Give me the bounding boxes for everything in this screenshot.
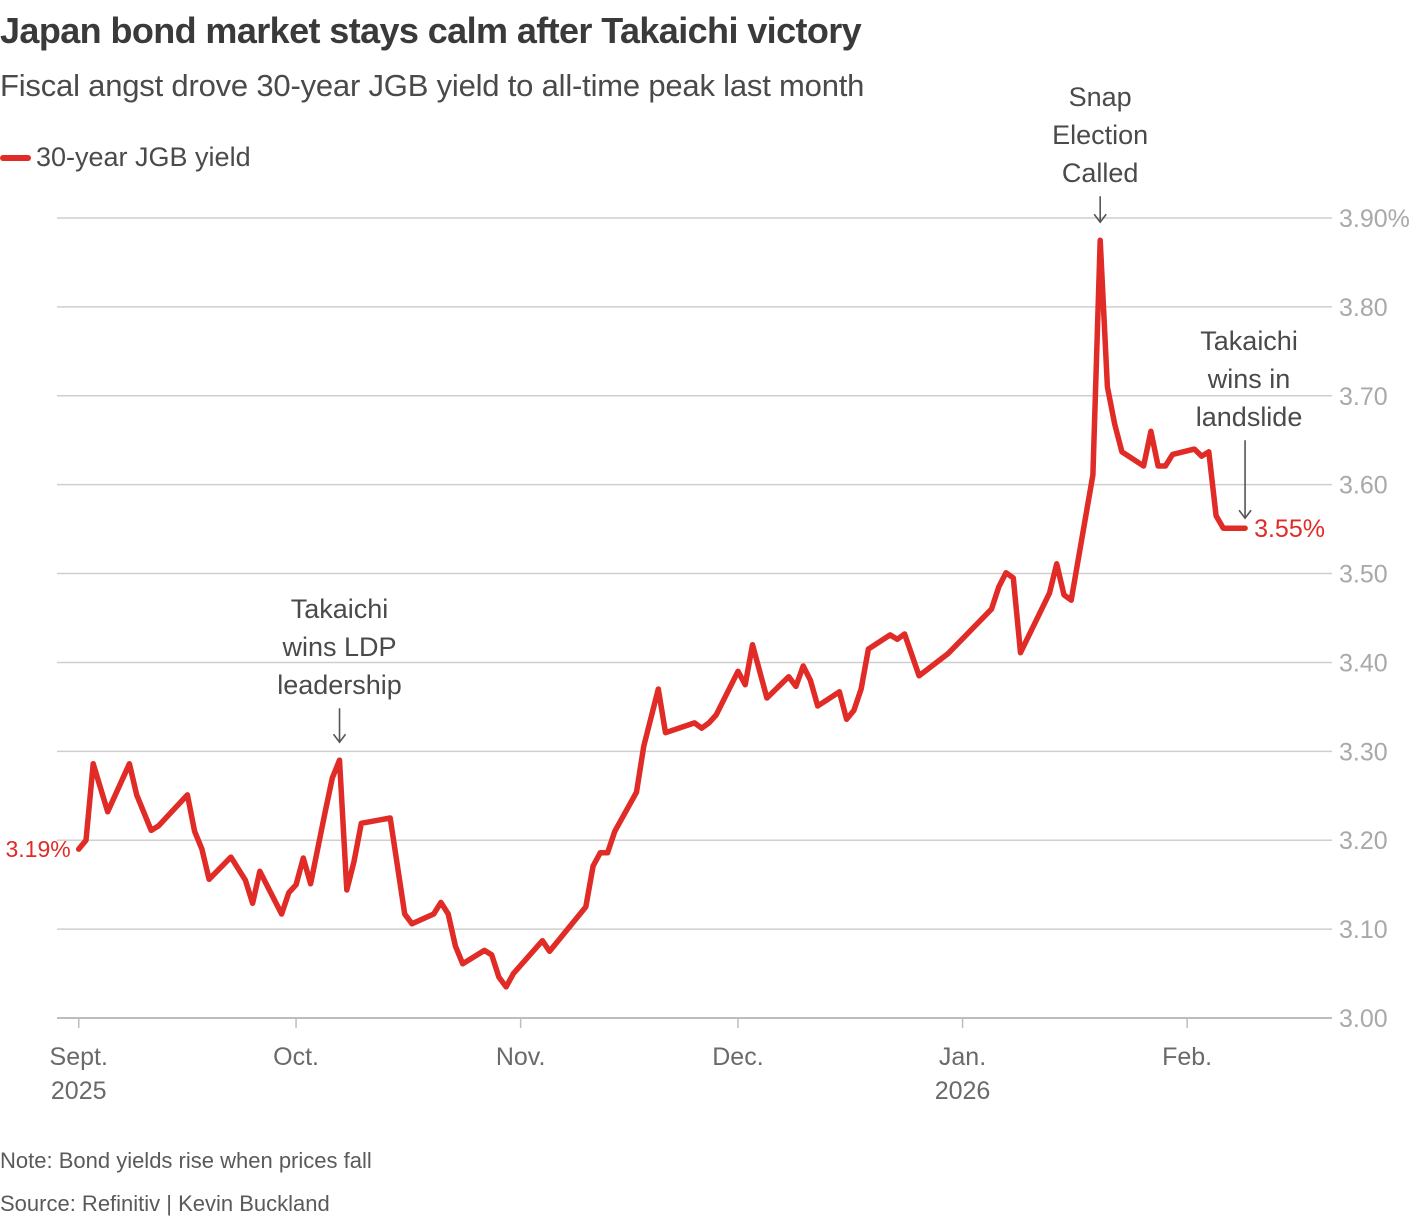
y-tick-label: 3.20 — [1339, 827, 1388, 855]
annotation-line: leadership — [277, 670, 402, 701]
annotation: Snap Election Called — [1052, 78, 1148, 192]
y-tick-label: 3.40 — [1339, 649, 1388, 677]
y-tick-label: 3.50 — [1339, 561, 1388, 589]
y-tick-label: 3.90% — [1339, 205, 1410, 233]
start-value-label: 3.19% — [6, 836, 71, 862]
y-tick-label: 3.60 — [1339, 472, 1388, 500]
annotation: Takaichi wins in landslide — [1196, 322, 1303, 436]
x-tick-label: Jan. — [939, 1043, 986, 1071]
legend-swatch — [0, 154, 31, 161]
annotation: Takaichi wins LDP leadership — [277, 590, 402, 704]
y-tick-label: 3.70 — [1339, 383, 1388, 411]
annotation-line: wins in — [1207, 364, 1291, 395]
annotation-arrow-head — [1238, 509, 1252, 520]
y-tick-label: 3.10 — [1339, 916, 1388, 944]
annotation-line: Takaichi — [290, 594, 389, 625]
legend-label: 30-year JGB yield — [36, 142, 251, 172]
annotation-arrow-head — [1093, 213, 1107, 224]
y-tick-label: 3.00 — [1339, 1005, 1388, 1033]
y-axis-ticks: 3.90% 3.80 3.70 3.60 3.50 3.40 3.30 3.20 3.10 3.0… — [1339, 205, 1410, 1033]
footer-note: Note: Bond yields rise when prices fall — [0, 1148, 372, 1173]
x-tick-label: Nov. — [496, 1043, 546, 1071]
series-layer — [75, 237, 1248, 990]
end-value-label: 3.55% — [1254, 515, 1325, 543]
annotation-line: Takaichi — [1200, 326, 1298, 357]
annotation-line: landslide — [1195, 402, 1303, 433]
annotation-line: Snap — [1068, 82, 1132, 113]
x-tick-label: Sept. — [50, 1043, 108, 1071]
legend: 30-year JGB yield — [0, 142, 251, 173]
annotation-arrow-head — [332, 733, 347, 744]
chart-subtitle: Fiscal angst drove 30-year JGB yield to … — [0, 68, 865, 103]
annotation-arrows — [332, 196, 1252, 744]
chart-title: Japan bond market stays calm after Takai… — [0, 10, 862, 51]
x-tick-label: Dec. — [712, 1043, 763, 1071]
series-line — [75, 237, 1248, 990]
x-tick-label: Oct. — [273, 1043, 319, 1071]
x-tick-label: Feb. — [1162, 1043, 1212, 1071]
x-tick-year: 2026 — [935, 1077, 991, 1105]
series-labels: 3.19% 3.55% — [6, 515, 1325, 862]
annotation-line: Election — [1052, 120, 1149, 151]
annotation-line: Called — [1061, 158, 1139, 189]
y-tick-label: 3.30 — [1339, 738, 1388, 766]
x-tick-year: 2025 — [51, 1077, 107, 1105]
y-tick-label: 3.80 — [1339, 294, 1388, 322]
line-chart: 3.90% 3.80 3.70 3.60 3.50 3.40 3.30 3.20 3.10 3.0… — [6, 196, 1410, 1105]
footer-source: Source: Refinitiv | Kevin Buckland — [0, 1191, 330, 1216]
gridlines — [57, 217, 1332, 1019]
x-axis-ticks: Sept. 2025 Oct. Nov. Dec. Jan. 2026 Feb. — [50, 1018, 1212, 1105]
annotation-line: wins LDP — [282, 632, 397, 663]
